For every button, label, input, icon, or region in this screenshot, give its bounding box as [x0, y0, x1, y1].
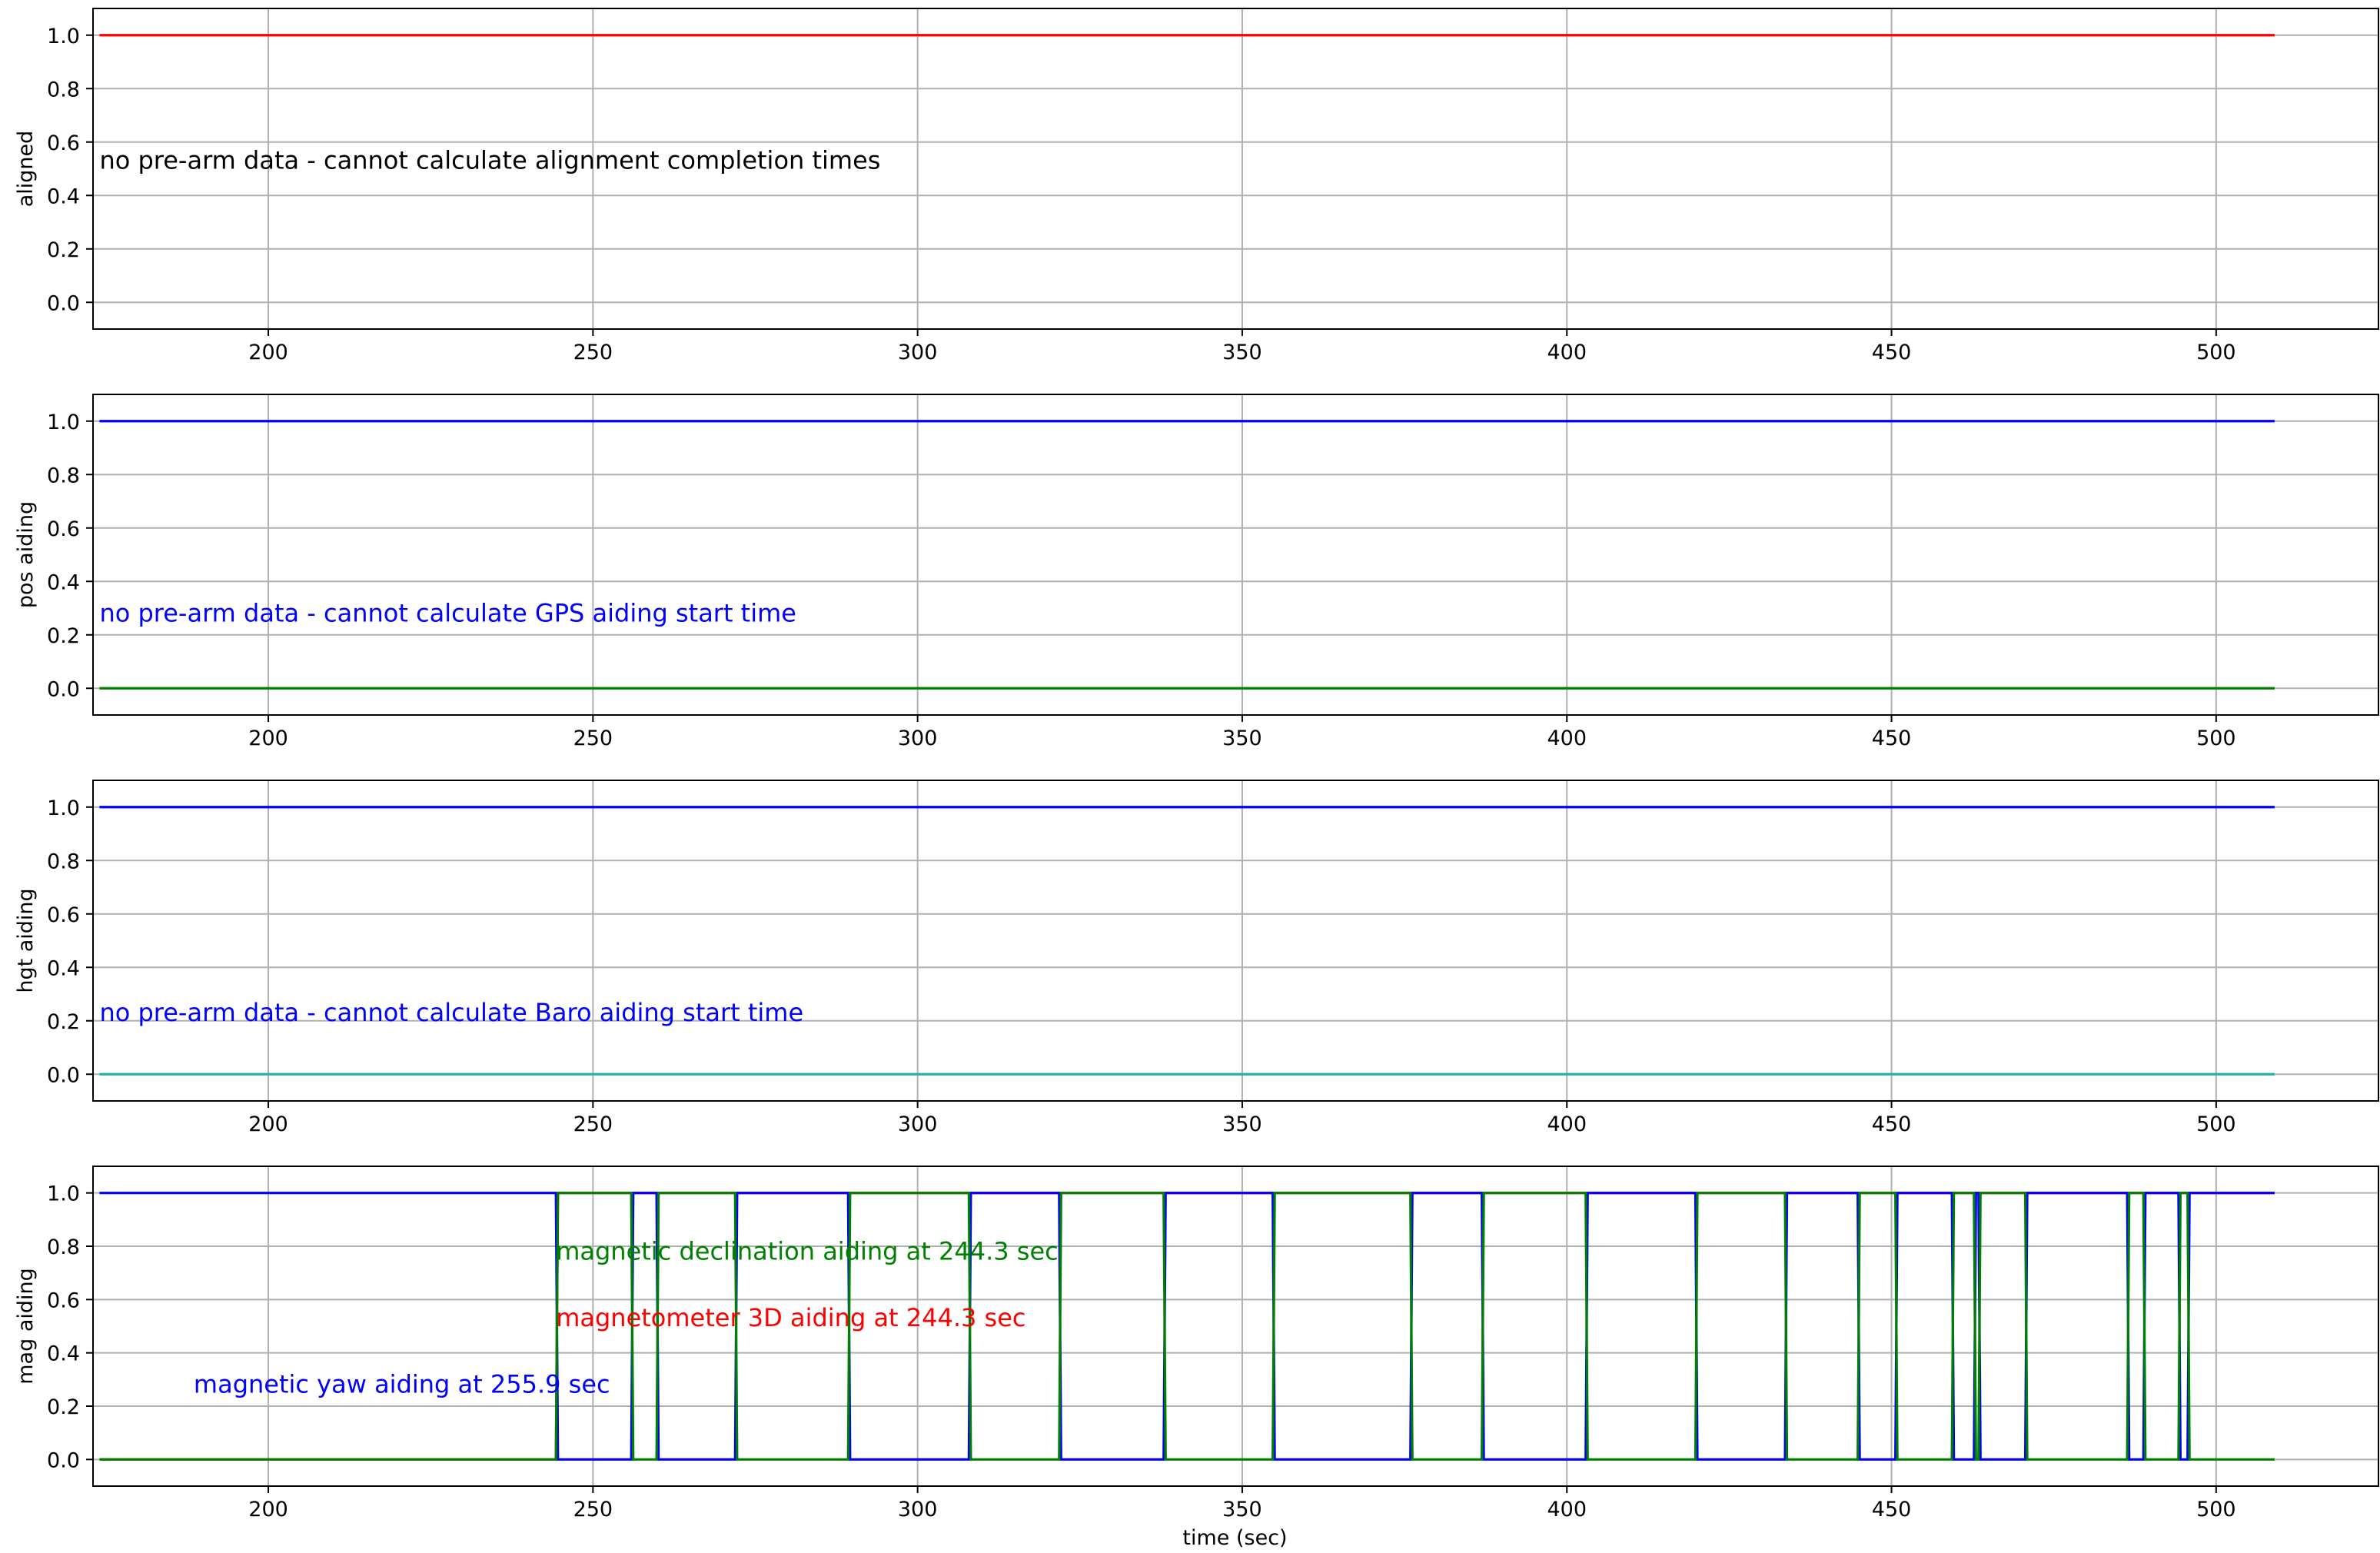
x-tick-label: 300: [898, 341, 938, 364]
x-tick-label: 200: [248, 1112, 288, 1136]
y-tick-label: 1.0: [47, 1182, 80, 1206]
y-tick-label: 0.0: [47, 677, 80, 701]
y-tick-label: 1.0: [47, 411, 80, 434]
x-tick-label: 500: [2196, 1112, 2236, 1136]
x-tick-label: 450: [1872, 341, 1912, 364]
x-tick-label: 450: [1872, 1498, 1912, 1521]
subplot-1: 200 250 300 350 400 450 500 0.0 0.2 0.4 0.6 0.8 1.0 a…: [14, 8, 2379, 364]
subplot-3: 200 250 300 350 400 450 500 0.0 0.2 0.4 0.6 0.8 1.0 h…: [14, 780, 2379, 1136]
x-tick-label: 500: [2196, 1498, 2236, 1521]
x-tick-label: 400: [1547, 1498, 1587, 1521]
annotation-text: no pre-arm data - cannot calculate align…: [99, 146, 880, 175]
series-line-1: [99, 1192, 2275, 1461]
x-tick-label: 300: [898, 1498, 938, 1521]
x-tick-label: 200: [248, 341, 288, 364]
x-tick-label: 400: [1547, 341, 1587, 364]
annotation-text: magnetic declination aiding at 244.3 sec: [556, 1236, 1059, 1265]
annotation-text: no pre-arm data - cannot calculate Baro …: [99, 998, 803, 1027]
x-tick-label: 450: [1872, 727, 1912, 750]
y-axis-label: aligned: [14, 131, 38, 208]
axes-frame: [92, 780, 2379, 1102]
annotation-text: magnetic yaw aiding at 255.9 sec: [194, 1370, 610, 1399]
y-axis-label: mag aiding: [14, 1268, 38, 1385]
x-tick-label: 200: [248, 727, 288, 750]
annotation-text: no pre-arm data - cannot calculate GPS a…: [99, 598, 796, 627]
axes-frame: [92, 8, 2379, 330]
x-axis-label: time (sec): [1182, 1526, 1287, 1550]
y-tick-label: 0.0: [47, 1063, 80, 1087]
x-tick-label: 250: [573, 727, 613, 750]
y-tick-label: 0.6: [47, 517, 80, 541]
y-tick-label: 0.8: [47, 78, 80, 101]
y-tick-label: 0.6: [47, 1289, 80, 1312]
y-tick-label: 0.4: [47, 185, 80, 208]
x-tick-label: 500: [2196, 727, 2236, 750]
y-tick-label: 1.0: [47, 25, 80, 48]
series-line-2: [99, 1192, 2275, 1461]
x-tick-label: 200: [248, 1498, 288, 1521]
y-tick-label: 0.8: [47, 850, 80, 873]
x-tick-label: 300: [898, 727, 938, 750]
y-tick-label: 0.0: [47, 291, 80, 315]
x-tick-label: 250: [573, 1498, 613, 1521]
y-tick-label: 0.0: [47, 1448, 80, 1472]
x-tick-label: 300: [898, 1112, 938, 1136]
series-line-3: [99, 1192, 2275, 1461]
y-axis-label: pos aiding: [14, 501, 38, 608]
y-tick-label: 0.4: [47, 1342, 80, 1366]
x-tick-label: 350: [1222, 1112, 1262, 1136]
y-tick-label: 0.2: [47, 1395, 80, 1419]
y-tick-label: 0.8: [47, 1235, 80, 1259]
x-tick-label: 250: [573, 1112, 613, 1136]
x-tick-label: 400: [1547, 727, 1587, 750]
axes-frame: [92, 1166, 2379, 1487]
x-tick-label: 400: [1547, 1112, 1587, 1136]
annotation-text: magnetometer 3D aiding at 244.3 sec: [556, 1303, 1025, 1332]
axes-frame: [92, 394, 2379, 716]
y-tick-label: 0.4: [47, 956, 80, 980]
y-tick-label: 0.6: [47, 903, 80, 927]
y-tick-label: 0.2: [47, 1010, 80, 1034]
x-tick-label: 250: [573, 341, 613, 364]
x-tick-label: 350: [1222, 727, 1262, 750]
x-tick-label: 350: [1222, 341, 1262, 364]
subplot-4: 200 250 300 350 400 450 500 0.0 0.2 0.4 0.6 0.8 1.0 m…: [14, 1166, 2379, 1550]
subplot-2: 200 250 300 350 400 450 500 0.0 0.2 0.4 0.6 0.8 1.0 p…: [14, 394, 2379, 750]
y-axis-label: hgt aiding: [14, 888, 38, 993]
y-tick-label: 0.4: [47, 570, 80, 594]
x-tick-label: 500: [2196, 341, 2236, 364]
y-tick-label: 0.6: [47, 131, 80, 155]
y-tick-label: 1.0: [47, 796, 80, 820]
y-tick-label: 0.8: [47, 464, 80, 487]
x-tick-label: 350: [1222, 1498, 1262, 1521]
x-tick-label: 450: [1872, 1112, 1912, 1136]
y-tick-label: 0.2: [47, 238, 80, 262]
y-tick-label: 0.2: [47, 624, 80, 648]
